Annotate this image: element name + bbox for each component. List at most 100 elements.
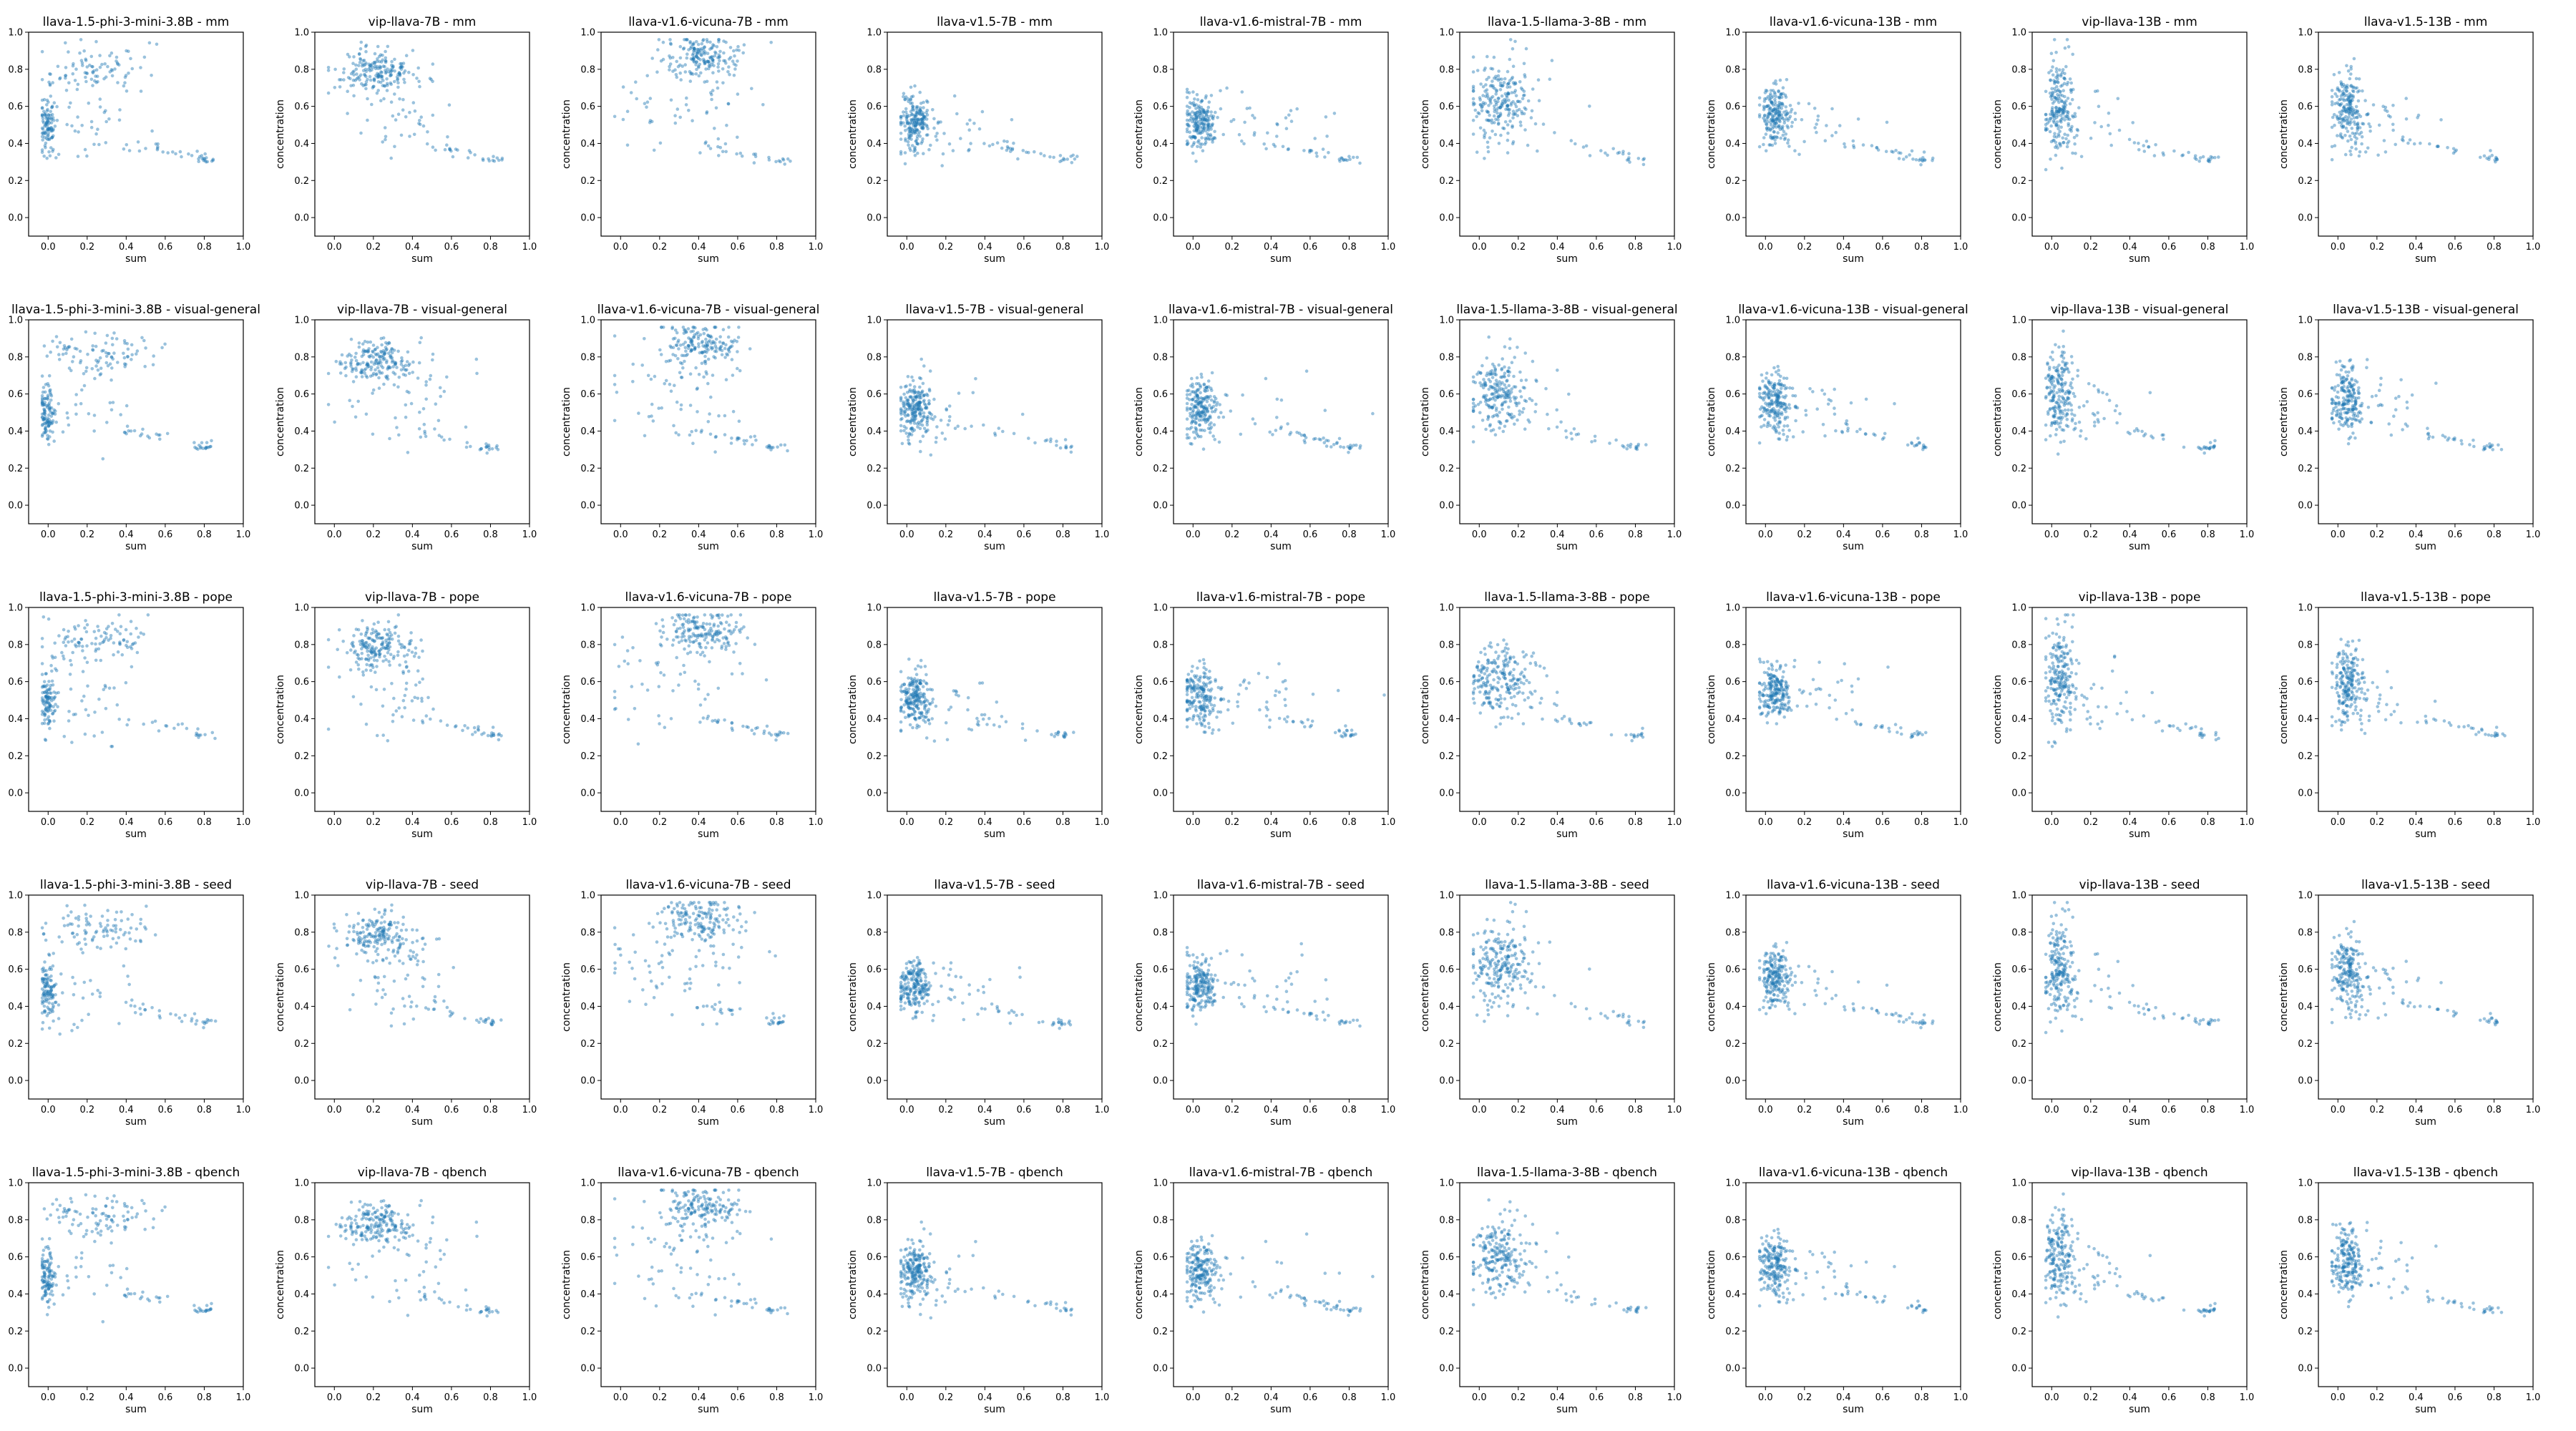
data-point xyxy=(485,451,489,455)
data-point xyxy=(661,57,665,62)
data-point xyxy=(1211,137,1215,141)
data-point xyxy=(92,414,97,417)
data-point xyxy=(1330,445,1333,449)
data-point xyxy=(1206,109,1209,112)
x-tick-label: 0.6 xyxy=(1875,242,1890,253)
data-point xyxy=(416,66,420,70)
data-point xyxy=(724,150,728,154)
data-point xyxy=(424,380,428,384)
data-point xyxy=(2162,437,2165,441)
data-point xyxy=(76,82,80,87)
data-point xyxy=(89,125,94,130)
data-point xyxy=(386,69,391,74)
data-point xyxy=(692,49,696,53)
data-point xyxy=(94,344,98,348)
data-point xyxy=(916,142,920,146)
data-point xyxy=(683,70,688,74)
data-point xyxy=(2065,417,2069,421)
data-point xyxy=(1490,392,1494,396)
data-point xyxy=(912,406,916,411)
data-point xyxy=(1768,383,1772,386)
data-point xyxy=(85,154,89,158)
data-point xyxy=(376,67,380,70)
data-point xyxy=(1494,117,1498,122)
data-point xyxy=(2068,128,2072,132)
data-point xyxy=(49,394,54,398)
data-point xyxy=(967,149,970,152)
data-point xyxy=(351,78,356,82)
data-point xyxy=(2073,394,2077,399)
data-point xyxy=(786,449,789,453)
data-point xyxy=(1802,140,1806,144)
data-point xyxy=(921,117,924,121)
data-point xyxy=(360,82,364,86)
data-point xyxy=(1206,119,1209,123)
data-point xyxy=(1188,393,1192,396)
data-point xyxy=(1514,396,1518,400)
data-point xyxy=(928,369,932,373)
data-point xyxy=(2205,446,2208,449)
data-point xyxy=(110,69,114,72)
data-point xyxy=(917,119,921,123)
x-tick-label: 0.8 xyxy=(483,529,498,540)
data-point xyxy=(1496,414,1500,418)
data-point xyxy=(648,121,652,124)
data-point xyxy=(197,160,201,163)
data-point xyxy=(1511,64,1516,68)
data-point xyxy=(1225,394,1229,397)
data-point xyxy=(394,118,398,122)
data-point xyxy=(150,74,153,77)
data-point xyxy=(711,55,714,59)
data-point xyxy=(681,47,686,51)
data-point xyxy=(1503,345,1507,349)
data-point xyxy=(909,121,912,124)
data-point xyxy=(417,427,421,431)
data-point xyxy=(676,64,680,69)
data-point xyxy=(1196,124,1200,128)
y-tick-label: 0.6 xyxy=(1153,389,1168,400)
data-point xyxy=(94,364,98,368)
data-point xyxy=(408,110,411,114)
data-point xyxy=(1884,150,1888,153)
data-point xyxy=(706,59,709,64)
data-point xyxy=(2355,137,2358,140)
data-point xyxy=(674,431,678,435)
data-point xyxy=(1194,395,1197,399)
data-point xyxy=(2044,89,2048,94)
data-point xyxy=(369,63,373,67)
data-point xyxy=(1213,136,1217,140)
data-point xyxy=(699,53,703,57)
data-point xyxy=(917,111,922,115)
x-tick-label: 0.6 xyxy=(1589,242,1604,253)
data-point xyxy=(1777,431,1781,435)
data-point xyxy=(448,437,452,441)
data-point xyxy=(919,357,923,361)
data-point xyxy=(2072,391,2075,396)
data-point xyxy=(1770,100,1774,104)
data-point xyxy=(398,72,402,76)
data-point xyxy=(1221,415,1226,419)
data-point xyxy=(1489,67,1493,71)
data-point xyxy=(1496,97,1501,100)
y-tick-label: 0.8 xyxy=(867,64,882,75)
data-point xyxy=(431,113,435,117)
data-point xyxy=(1195,376,1199,380)
data-point xyxy=(673,114,677,117)
data-point xyxy=(1760,425,1763,429)
data-point xyxy=(691,53,695,57)
data-point xyxy=(1493,388,1497,392)
data-point xyxy=(2401,139,2405,142)
data-point xyxy=(653,374,657,378)
data-point xyxy=(776,445,779,449)
x-tick-label: 0.4 xyxy=(405,242,420,253)
data-point xyxy=(1519,378,1523,382)
data-point xyxy=(130,353,134,357)
data-point xyxy=(695,40,698,44)
data-point xyxy=(46,382,50,386)
data-point xyxy=(154,142,158,146)
data-point xyxy=(160,346,164,350)
data-point xyxy=(715,80,719,84)
y-tick-label: 0.4 xyxy=(2011,139,2026,150)
data-point xyxy=(1211,116,1214,119)
